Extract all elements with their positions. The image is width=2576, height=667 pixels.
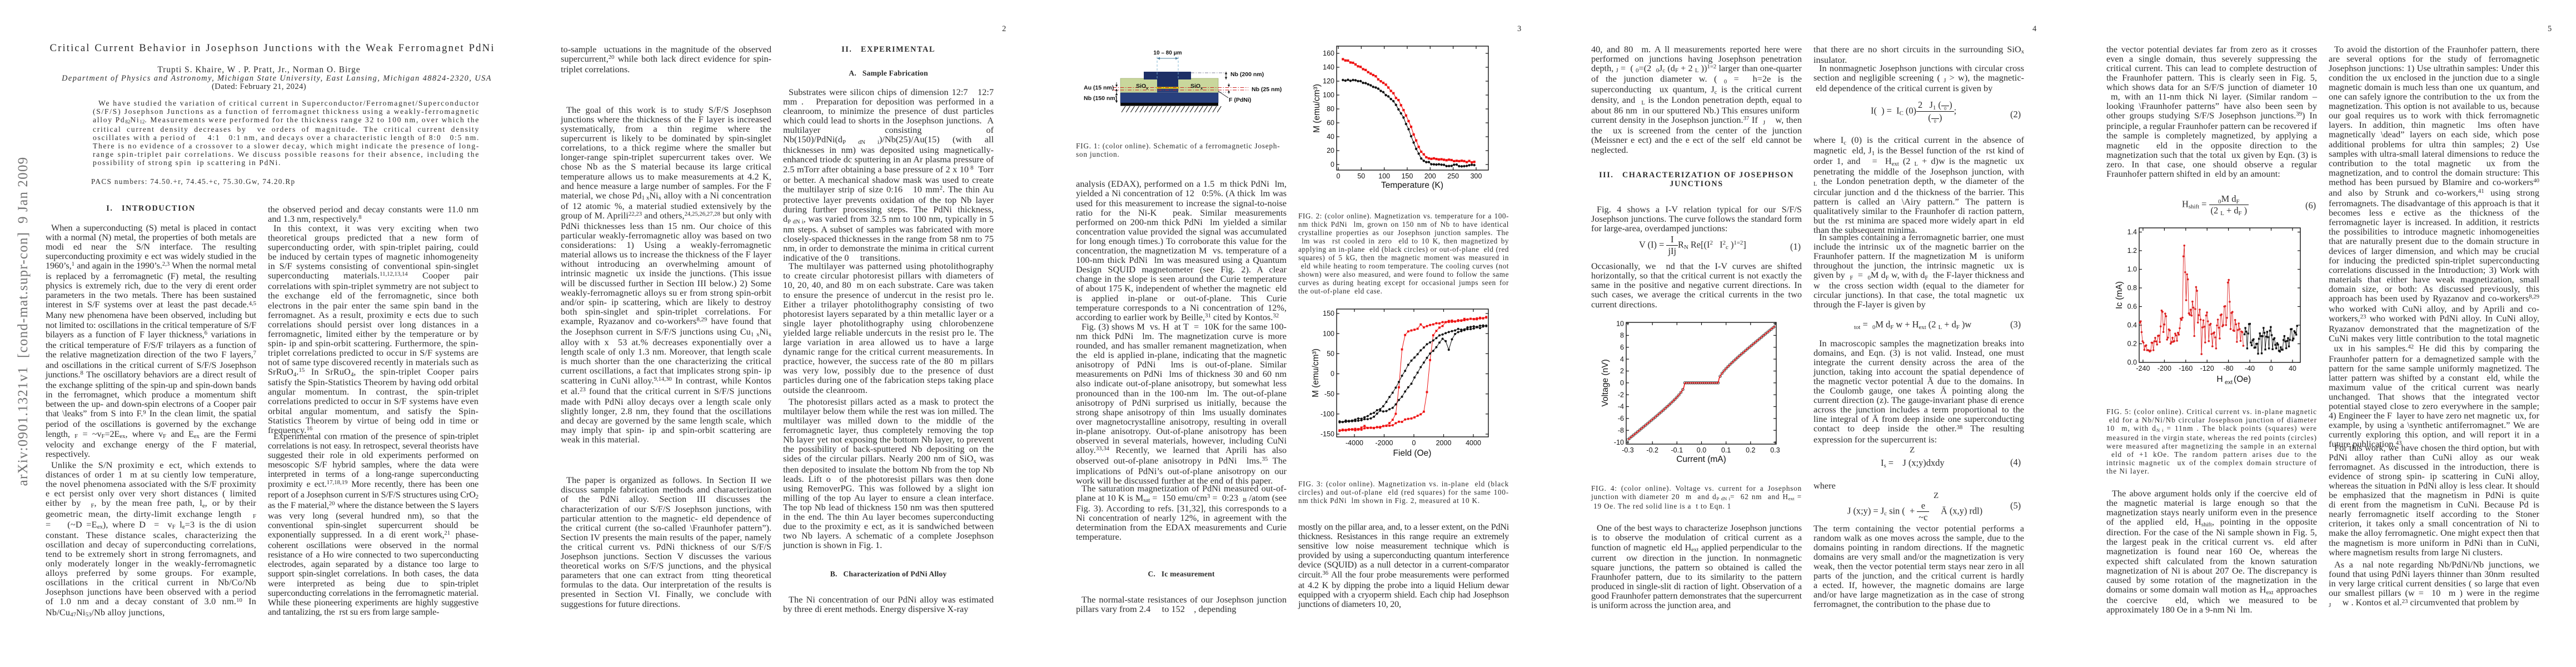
- svg-text:0: 0: [1331, 370, 1334, 378]
- svg-text:-4: -4: [1618, 403, 1624, 411]
- svg-text:0.0: 0.0: [2127, 359, 2137, 366]
- svg-text:0.2: 0.2: [2127, 340, 2137, 348]
- svg-text:-10: -10: [1614, 439, 1624, 446]
- svg-text:-2000: -2000: [1376, 439, 1393, 447]
- svg-text:-120: -120: [2200, 365, 2214, 372]
- svg-text:Field (Oe): Field (Oe): [1393, 449, 1432, 458]
- svg-text:-0.1: -0.1: [1671, 446, 1683, 454]
- svg-text:2: 2: [1620, 367, 1624, 375]
- svg-text:-40: -40: [2245, 365, 2255, 372]
- svg-text:SiO: SiO: [1136, 83, 1146, 89]
- svg-text:10: 10: [1616, 320, 1624, 327]
- svg-text:-200: -200: [2158, 365, 2171, 372]
- svg-text:1.2: 1.2: [2127, 247, 2137, 255]
- svg-text:-2: -2: [1618, 391, 1624, 399]
- svg-text:-50: -50: [1324, 390, 1334, 398]
- svg-text:120: 120: [1323, 77, 1334, 85]
- svg-text:0: 0: [2269, 365, 2273, 372]
- svg-text:1.4: 1.4: [2127, 228, 2137, 236]
- svg-text:Ic (mA): Ic (mA): [2115, 281, 2124, 309]
- svg-text:-8: -8: [1618, 426, 1624, 434]
- svg-text:8: 8: [1620, 332, 1624, 340]
- svg-text:(Oe): (Oe): [2234, 375, 2251, 384]
- svg-text:100: 100: [1323, 91, 1334, 99]
- svg-text:50: 50: [1357, 172, 1365, 180]
- svg-text:150: 150: [1402, 172, 1413, 180]
- svg-text:0: 0: [1620, 379, 1624, 387]
- svg-text:-240: -240: [2136, 365, 2150, 372]
- svg-text:50: 50: [1327, 350, 1334, 358]
- svg-text:0.4: 0.4: [2127, 321, 2137, 329]
- svg-text:300: 300: [1471, 172, 1482, 180]
- svg-text:-4000: -4000: [1346, 439, 1363, 447]
- svg-text:ext: ext: [2225, 379, 2233, 386]
- svg-text:100: 100: [1378, 172, 1390, 180]
- svg-text:60: 60: [1327, 119, 1334, 127]
- svg-text:Nb (150 nm): Nb (150 nm): [1084, 95, 1117, 102]
- svg-text:Current (mA): Current (mA): [1676, 455, 1726, 464]
- svg-text:Nb (25 nm): Nb (25 nm): [1252, 86, 1282, 93]
- svg-text:Au (15 nm): Au (15 nm): [1084, 84, 1114, 91]
- svg-text:80: 80: [1327, 105, 1334, 113]
- svg-text:x: x: [1200, 86, 1203, 91]
- svg-text:160: 160: [1323, 49, 1334, 57]
- svg-text:4: 4: [1620, 355, 1624, 363]
- svg-text:-0.2: -0.2: [1646, 446, 1658, 454]
- svg-text:6: 6: [1620, 344, 1624, 351]
- svg-text:0: 0: [1337, 172, 1341, 180]
- svg-text:M (emu/cm³): M (emu/cm³): [1311, 349, 1321, 397]
- svg-text:H: H: [2216, 375, 2223, 384]
- svg-text:SiO: SiO: [1190, 83, 1200, 89]
- svg-text:0: 0: [1412, 439, 1416, 447]
- svg-text:-6: -6: [1618, 415, 1624, 422]
- svg-text:-100: -100: [1321, 410, 1334, 418]
- svg-text:2000: 2000: [1436, 439, 1452, 447]
- svg-text:-0.3: -0.3: [1622, 446, 1634, 454]
- svg-text:0.6: 0.6: [2127, 303, 2137, 311]
- svg-text:0.2: 0.2: [1746, 446, 1755, 454]
- svg-text:40: 40: [2289, 365, 2296, 372]
- svg-text:40: 40: [1327, 133, 1334, 141]
- svg-text:0.1: 0.1: [1721, 446, 1731, 454]
- svg-text:-80: -80: [2224, 365, 2234, 372]
- svg-text:-150: -150: [1321, 430, 1334, 438]
- svg-text:100: 100: [1323, 330, 1334, 337]
- svg-text:-160: -160: [2179, 365, 2193, 372]
- svg-text:0.0: 0.0: [1697, 446, 1706, 454]
- svg-text:1.0: 1.0: [2127, 266, 2137, 273]
- svg-text:4000: 4000: [1466, 439, 1481, 447]
- svg-text:0.8: 0.8: [2127, 284, 2137, 292]
- svg-text:250: 250: [1447, 172, 1459, 180]
- svg-text:M (emu/cm³): M (emu/cm³): [1312, 84, 1322, 133]
- svg-text:Temperature (K): Temperature (K): [1381, 181, 1443, 190]
- svg-text:140: 140: [1323, 63, 1334, 71]
- svg-text:Nb (200 nm): Nb (200 nm): [1230, 71, 1264, 78]
- svg-text:Voltage (nV): Voltage (nV): [1601, 359, 1610, 406]
- svg-text:0.3: 0.3: [1770, 446, 1780, 454]
- svg-text:150: 150: [1323, 310, 1334, 317]
- svg-text:F (PdNi): F (PdNi): [1229, 97, 1251, 103]
- svg-text:200: 200: [1424, 172, 1436, 180]
- svg-text:10 – 80 μm: 10 – 80 μm: [1153, 50, 1182, 56]
- svg-text:20: 20: [1327, 147, 1334, 155]
- svg-text:x: x: [1146, 86, 1149, 91]
- svg-text:0: 0: [1331, 161, 1334, 168]
